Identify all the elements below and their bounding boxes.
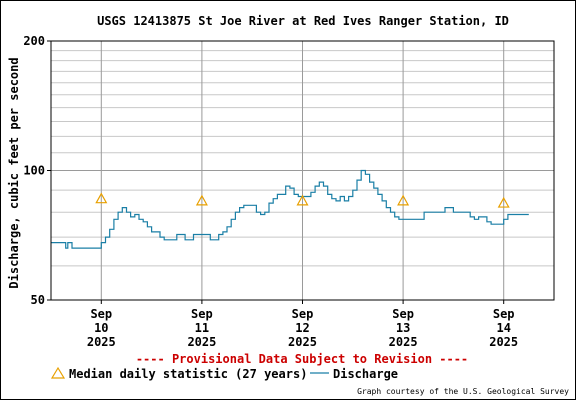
median-triangle-marker	[296, 194, 309, 206]
y-tick-label: 50	[31, 293, 45, 307]
x-tick-label: 10	[94, 321, 108, 335]
x-tick-label: 2025	[87, 335, 116, 349]
x-tick-label: Sep	[292, 307, 314, 321]
y-axis-label: Discharge, cubic feet per second	[7, 57, 21, 288]
series-layer	[51, 169, 529, 249]
x-tick-label: Sep	[493, 307, 515, 321]
x-tick-label: Sep	[191, 307, 213, 321]
grid-lines	[51, 41, 554, 300]
discharge-series-line	[51, 169, 529, 249]
provisional-notice: ---- Provisional Data Subject to Revisio…	[136, 352, 468, 366]
x-tick-label: 2025	[288, 335, 317, 349]
x-tick-label: Sep	[90, 307, 112, 321]
plot-frame	[50, 40, 555, 301]
median-triangle-marker	[95, 192, 108, 204]
x-tick-label: 13	[396, 321, 410, 335]
legend: Median daily statistic (27 years) Discha…	[50, 366, 398, 381]
x-tick-label: 2025	[187, 335, 216, 349]
x-tick-label: 2025	[489, 335, 518, 349]
median-triangle-marker	[195, 194, 208, 206]
legend-discharge-label: Discharge	[333, 367, 398, 381]
x-tick-label: 11	[195, 321, 209, 335]
y-axis-ticks: 50 100 200	[23, 34, 51, 307]
x-axis-ticks: Sep102025Sep112025Sep122025Sep132025Sep1…	[87, 300, 518, 349]
median-triangle-marker	[497, 196, 510, 208]
x-tick-label: Sep	[392, 307, 414, 321]
median-markers	[95, 192, 510, 208]
median-triangle-marker	[397, 194, 410, 206]
credit-text: Graph courtesy of the U.S. Geological Su…	[357, 387, 569, 396]
y-tick-label: 100	[23, 164, 45, 178]
legend-median-label: Median daily statistic (27 years)	[69, 367, 307, 381]
chart-title: USGS 12413875 St Joe River at Red Ives R…	[97, 14, 509, 28]
x-tick-label: 2025	[389, 335, 418, 349]
x-tick-label: 12	[295, 321, 309, 335]
legend-median-triangle-icon	[50, 366, 66, 379]
y-tick-label: 200	[23, 34, 45, 48]
x-tick-label: 14	[496, 321, 510, 335]
